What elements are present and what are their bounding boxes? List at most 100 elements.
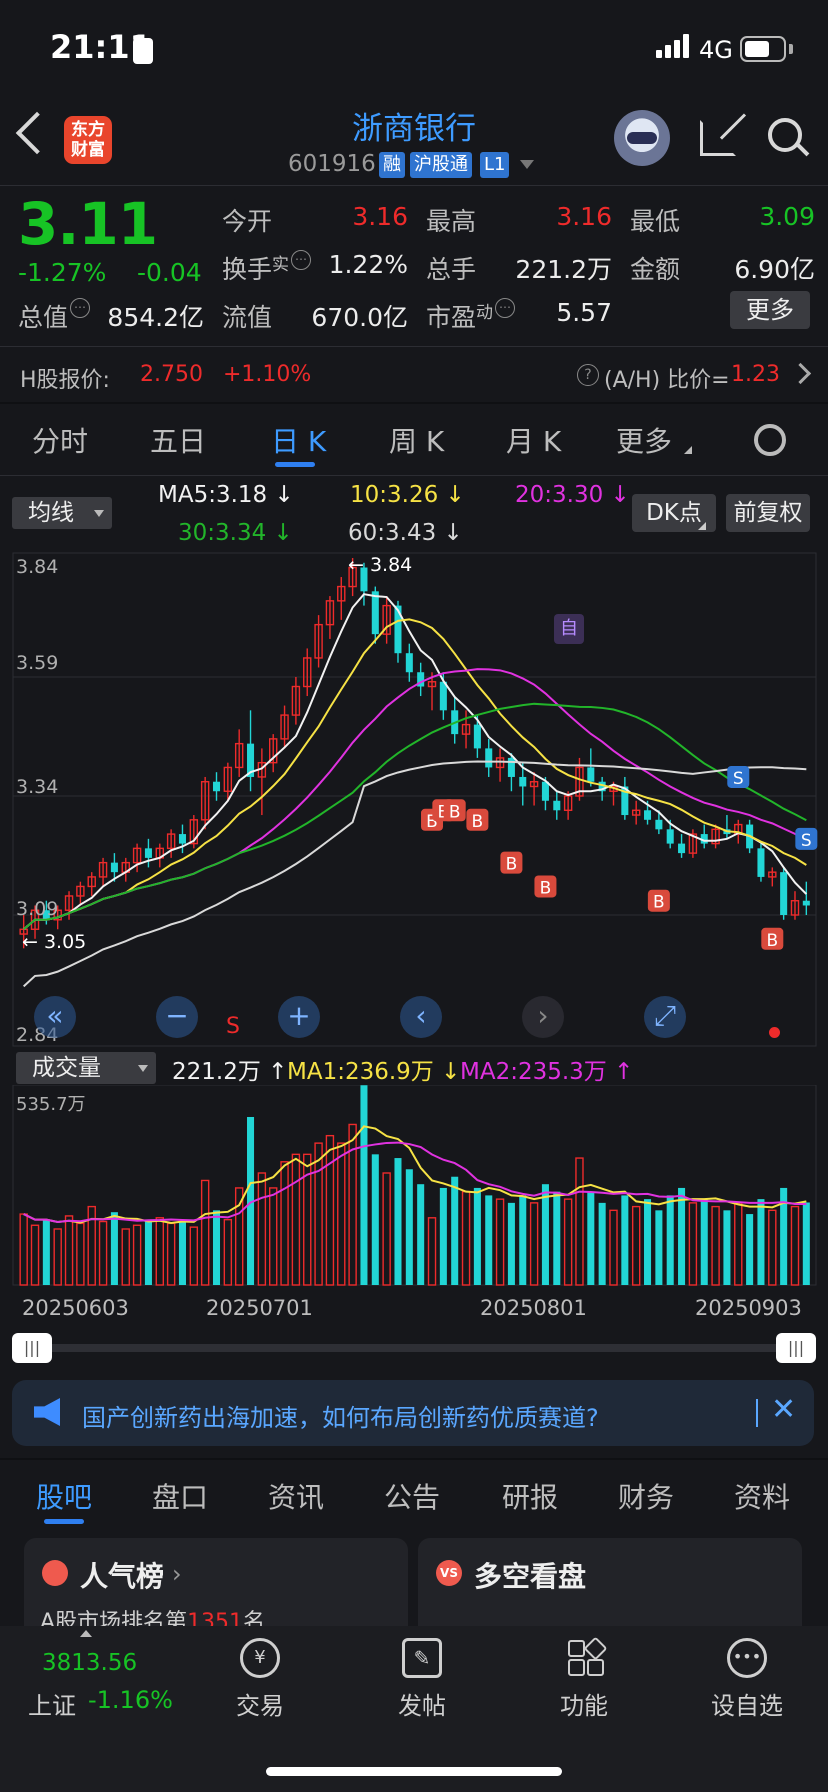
tab-five-day[interactable]: 五日 [150, 425, 207, 458]
chevron-down-icon[interactable] [520, 160, 534, 169]
price-axis-label: 3.84 [16, 556, 59, 578]
volume-bar [644, 1199, 652, 1285]
range-handle-right[interactable]: ||| [776, 1333, 816, 1363]
tab-intraday[interactable]: 分时 [32, 425, 89, 458]
back-icon[interactable] [15, 111, 59, 155]
help-icon[interactable]: ? [577, 364, 599, 386]
tab-order-book[interactable]: 盘口 [152, 1481, 209, 1514]
chevron-right-icon[interactable]: › [172, 1560, 182, 1588]
indicator-selector[interactable]: 均线 [12, 497, 112, 529]
nav-post[interactable]: 发帖 [398, 1692, 446, 1720]
tab-forum[interactable]: 股吧 [36, 1481, 93, 1514]
index-value[interactable]: 3813.56 [42, 1650, 138, 1676]
chart-frame [12, 552, 817, 1047]
volume-bar [700, 1199, 708, 1285]
nav-functions[interactable]: 功能 [560, 1692, 608, 1720]
candle-body [247, 743, 255, 777]
info-icon[interactable]: ⋯ [291, 250, 312, 270]
volume-bar [87, 1205, 96, 1286]
nav-trade[interactable]: 交易 [236, 1692, 284, 1720]
candle-body [42, 910, 50, 920]
candle-body [76, 885, 85, 897]
robot-assistant-icon[interactable] [614, 110, 670, 166]
function-grid-icon[interactable] [568, 1636, 608, 1676]
info-icon[interactable]: ⋯ [70, 298, 91, 318]
candle-body [394, 605, 402, 654]
volume-today: 221.2万 ↑ [172, 1059, 288, 1085]
volume-bar [19, 1213, 28, 1286]
settings-icon[interactable] [754, 424, 786, 456]
volume-bar [598, 1202, 606, 1285]
share-icon[interactable] [700, 113, 747, 156]
chevron-right-icon[interactable] [789, 362, 812, 385]
tab-profile[interactable]: 资料 [734, 1481, 791, 1514]
tab-indicator [44, 1519, 84, 1524]
nav-add-watchlist[interactable]: 设自选 [711, 1692, 783, 1720]
volume-bar [734, 1202, 743, 1286]
scroll-left-icon[interactable]: ‹ [400, 996, 442, 1038]
turnover-label: 换手实 ⋯ [222, 250, 312, 286]
candle-body [348, 566, 357, 588]
trade-icon[interactable]: ¥ [240, 1638, 280, 1678]
dk-point-button: DK点 [632, 494, 716, 532]
candle-body [291, 685, 301, 716]
volume-bar [451, 1176, 459, 1285]
candle-body [621, 786, 629, 816]
volume-bar [291, 1153, 301, 1286]
scroll-left-fast-icon[interactable]: « [34, 996, 76, 1038]
volume-selector[interactable]: 成交量 [16, 1052, 156, 1084]
volume-bar [268, 1187, 278, 1286]
tab-announcements[interactable]: 公告 [384, 1481, 441, 1514]
date-label: 20250603 [22, 1296, 129, 1320]
range-handle-left[interactable]: ||| [12, 1333, 52, 1363]
volume-bar [360, 1085, 368, 1285]
scroll-right-icon[interactable]: › [522, 996, 564, 1038]
collapse-up-icon[interactable] [80, 1630, 92, 1637]
close-icon[interactable]: ✕ [771, 1392, 797, 1427]
volume-bar [325, 1134, 335, 1286]
volume-bar [303, 1153, 312, 1286]
search-icon[interactable] [768, 118, 802, 152]
volume-bar [519, 1195, 527, 1285]
candle-body [200, 781, 210, 821]
ah-ratio-label: (A/H) 比价= [604, 368, 730, 393]
info-icon[interactable]: ⋯ [495, 298, 516, 318]
tab-financials[interactable]: 财务 [618, 1481, 675, 1514]
stock-code: 601916 [288, 151, 376, 177]
candle-body [519, 776, 527, 787]
change-pct: -1.27% [18, 258, 107, 287]
zoom-in-icon[interactable]: + [278, 996, 320, 1038]
candle-body [314, 623, 323, 659]
tab-more[interactable]: 更多 [616, 425, 673, 458]
news-banner[interactable] [12, 1380, 814, 1446]
volume-bar [394, 1158, 402, 1285]
volume-bar [234, 1187, 244, 1286]
tab-weekly-k[interactable]: 周 K [389, 425, 445, 458]
tab-daily-k[interactable]: 日 K [271, 425, 327, 458]
index-name[interactable]: 上证 [28, 1692, 76, 1720]
post-icon[interactable]: ✎ [402, 1638, 442, 1678]
h-share-change: +1.10% [223, 362, 312, 387]
candle-body [802, 900, 810, 906]
ah-ratio-value: 1.23 [731, 362, 780, 387]
fullscreen-icon[interactable]: ⤢ [644, 996, 686, 1038]
tab-monthly-k[interactable]: 月 K [506, 425, 562, 458]
news-text[interactable]: 国产创新药出海加速，如何布局创新药优质赛道? [82, 1404, 599, 1432]
volume-bar [485, 1195, 493, 1285]
candle-body [587, 767, 595, 782]
volume-bar [280, 1161, 289, 1286]
eastmoney-logo[interactable]: 东方 财富 [64, 116, 112, 164]
tab-news[interactable]: 资讯 [268, 1481, 325, 1514]
tab-research[interactable]: 研报 [502, 1481, 559, 1514]
index-change[interactable]: -1.16% [88, 1686, 173, 1714]
ma10-value: 10:3.26 ↓ [350, 482, 465, 508]
more-icon[interactable]: ••• [727, 1638, 767, 1678]
range-slider-track[interactable] [30, 1344, 794, 1352]
volume-ma2-line [23, 1141, 807, 1224]
forward-adjust-button[interactable]: 前复权 [726, 494, 810, 532]
volume-bar [780, 1187, 788, 1285]
more-button[interactable]: 更多 [730, 291, 810, 329]
zoom-out-icon[interactable]: − [156, 996, 198, 1038]
volume-bar [621, 1195, 629, 1285]
